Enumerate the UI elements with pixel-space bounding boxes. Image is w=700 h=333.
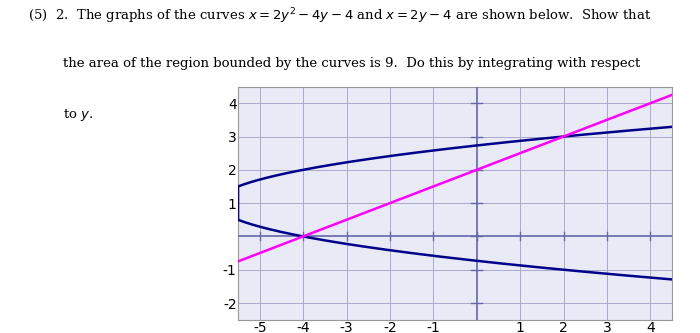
Text: (5)  2.  The graphs of the curves $x = 2y^2 - 4y - 4$ and $x = 2y - 4$ are shown: (5) 2. The graphs of the curves $x = 2y^… <box>28 7 651 26</box>
Text: to $y$.: to $y$. <box>63 107 93 123</box>
Text: the area of the region bounded by the curves is 9.  Do this by integrating with : the area of the region bounded by the cu… <box>63 57 640 70</box>
